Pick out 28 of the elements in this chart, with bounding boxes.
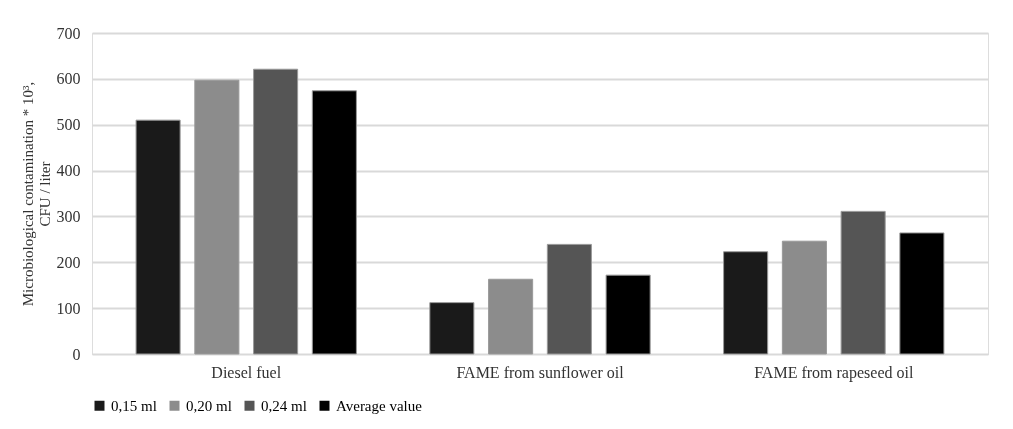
bar xyxy=(546,243,592,355)
bar xyxy=(135,119,181,355)
y-tick-label: 300 xyxy=(56,207,81,225)
legend-label: Average value xyxy=(336,397,423,414)
bar xyxy=(488,278,534,355)
bar xyxy=(253,68,299,355)
y-tick-label: 0 xyxy=(72,345,81,363)
y-axis-title: Microbiological contamination * 10³, CFU / liter xyxy=(19,81,53,307)
x-tick-label: FAME from sunflower oil xyxy=(456,363,625,381)
legend-label: 0,15 ml xyxy=(111,397,157,414)
legend-label: 0,24 ml xyxy=(261,397,307,414)
bar xyxy=(311,90,357,355)
y-tick-label: 500 xyxy=(56,116,81,134)
bar xyxy=(723,251,769,355)
y-tick-label: 400 xyxy=(56,162,81,180)
bar xyxy=(605,274,651,355)
y-tick-label: 600 xyxy=(56,70,81,88)
x-tick-label: Diesel fuel xyxy=(211,363,282,381)
bar xyxy=(840,210,886,355)
bar xyxy=(899,232,945,355)
y-tick-label: 200 xyxy=(56,253,81,271)
y-tick-label: 100 xyxy=(56,299,81,317)
legend-label: 0,20 ml xyxy=(186,397,232,414)
bar xyxy=(781,240,827,355)
bar xyxy=(194,79,240,355)
bar xyxy=(429,302,475,355)
y-tick-label: 700 xyxy=(56,24,81,42)
x-tick-label: FAME from rapeseed oil xyxy=(754,363,914,382)
